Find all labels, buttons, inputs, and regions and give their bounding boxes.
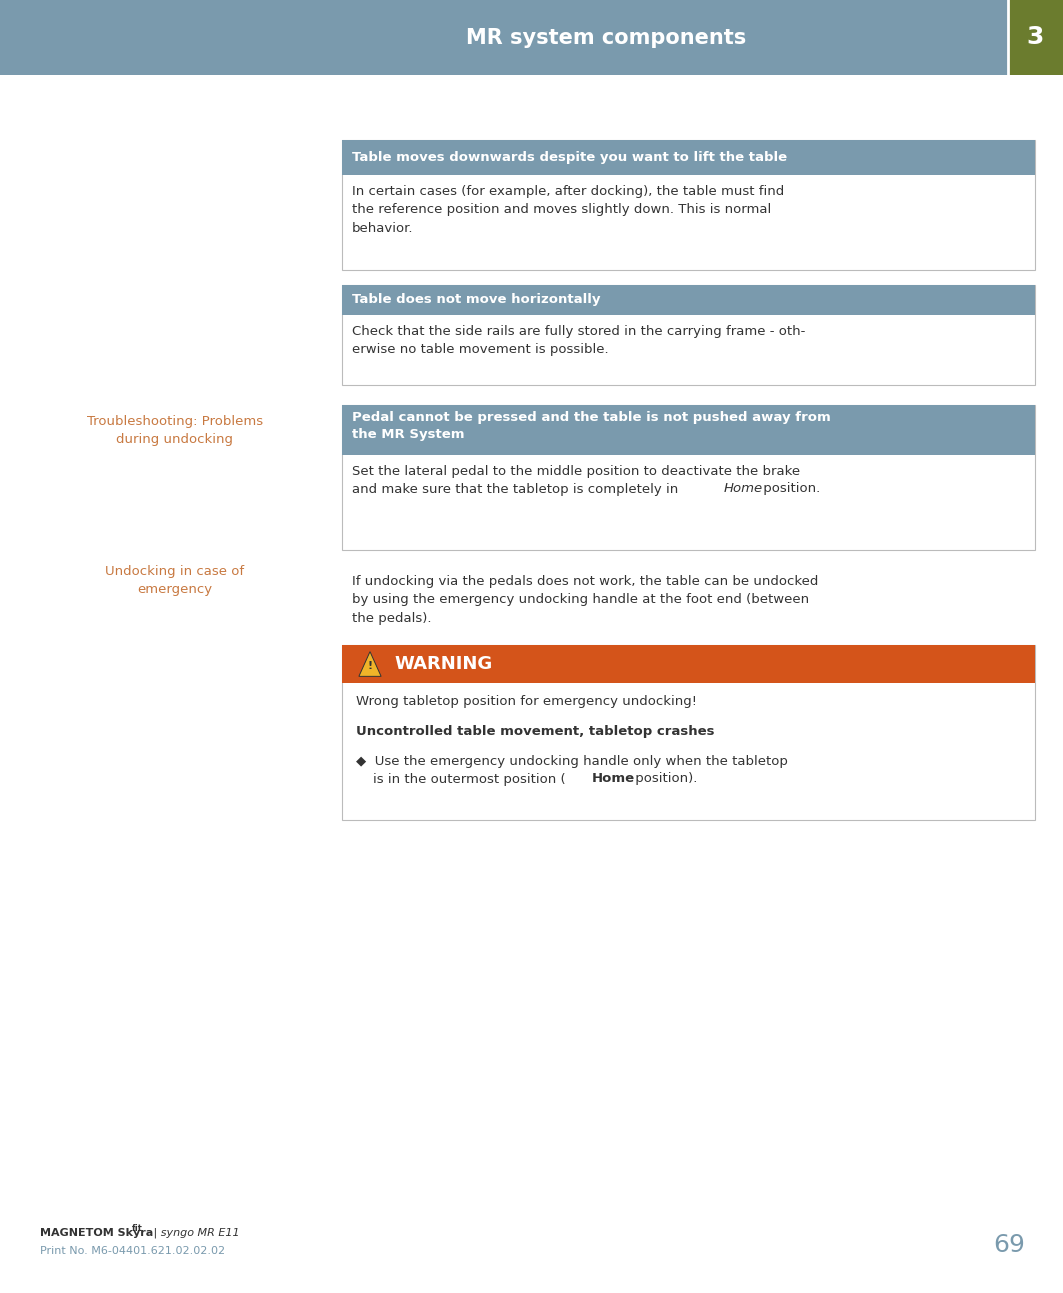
Bar: [1008, 0, 1063, 75]
Text: fit: fit: [132, 1224, 142, 1234]
Bar: [342, 284, 1035, 385]
Text: Table does not move horizontally: Table does not move horizontally: [352, 294, 601, 306]
Text: Print No. M6-04401.621.02.02.02: Print No. M6-04401.621.02.02.02: [40, 1246, 225, 1256]
Text: In certain cases (for example, after docking), the table must find
the reference: In certain cases (for example, after doc…: [352, 185, 784, 235]
Bar: [342, 405, 1035, 455]
Text: 3: 3: [1027, 26, 1044, 49]
Text: Uncontrolled table movement, tabletop crashes: Uncontrolled table movement, tabletop cr…: [356, 725, 714, 738]
Text: | syngo MR E11: | syngo MR E11: [150, 1228, 239, 1239]
Text: ◆  Use the emergency undocking handle only when the tabletop
    is in the outer: ◆ Use the emergency undocking handle onl…: [356, 755, 788, 786]
Text: MAGNETOM Skyra: MAGNETOM Skyra: [40, 1228, 153, 1237]
Text: Home: Home: [592, 772, 635, 785]
Text: MR system components: MR system components: [466, 27, 746, 48]
Bar: [342, 140, 1035, 270]
Text: If undocking via the pedals does not work, the table can be undocked
by using th: If undocking via the pedals does not wor…: [352, 575, 819, 625]
Text: position).: position).: [631, 772, 697, 785]
Bar: [0, 0, 1063, 75]
Text: !: !: [368, 661, 372, 671]
Bar: [342, 645, 1035, 683]
Polygon shape: [359, 652, 382, 676]
Text: 69: 69: [993, 1234, 1025, 1257]
Bar: [342, 405, 1035, 550]
Text: Check that the side rails are fully stored in the carrying frame - oth-
erwise n: Check that the side rails are fully stor…: [352, 325, 806, 357]
Text: Table moves downwards despite you want to lift the table: Table moves downwards despite you want t…: [352, 151, 787, 164]
Text: position.: position.: [759, 482, 821, 495]
Text: Set the lateral pedal to the middle position to deactivate the brake
and make su: Set the lateral pedal to the middle posi…: [352, 465, 800, 497]
Text: Wrong tabletop position for emergency undocking!: Wrong tabletop position for emergency un…: [356, 696, 697, 709]
Text: Home: Home: [724, 482, 763, 495]
Text: WARNING: WARNING: [394, 656, 492, 672]
Text: Undocking in case of
emergency: Undocking in case of emergency: [105, 565, 244, 596]
Text: Pedal cannot be pressed and the table is not pushed away from
the MR System: Pedal cannot be pressed and the table is…: [352, 411, 831, 441]
Bar: [342, 284, 1035, 315]
Bar: [342, 140, 1035, 175]
Text: Troubleshooting: Problems
during undocking: Troubleshooting: Problems during undocki…: [87, 415, 263, 446]
Bar: [342, 645, 1035, 820]
